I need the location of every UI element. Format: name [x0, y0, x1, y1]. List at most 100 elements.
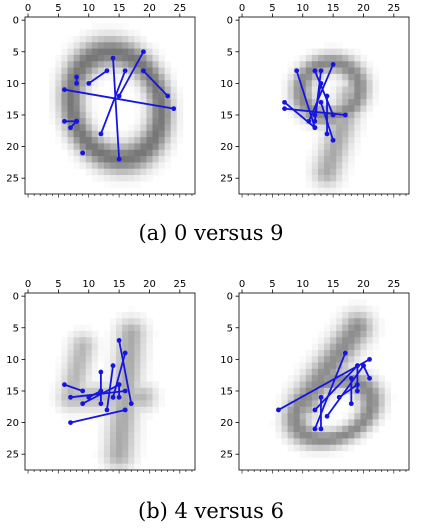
- image-pixel: [287, 444, 295, 452]
- segment-point: [110, 363, 116, 369]
- image-pixel: [311, 356, 319, 363]
- image-pixel: [336, 375, 343, 382]
- image-pixel: [146, 343, 153, 351]
- image-pixel: [146, 143, 153, 151]
- image-pixel: [110, 130, 117, 138]
- image-pixel: [128, 457, 135, 465]
- image-pixel: [360, 92, 367, 100]
- image-pixel: [354, 343, 361, 351]
- image-pixel: [73, 99, 81, 106]
- image-pixel: [128, 413, 135, 420]
- image-pixel: [73, 156, 81, 163]
- image-pixel: [317, 432, 325, 439]
- image-pixel: [336, 343, 343, 351]
- image-pixel: [330, 48, 337, 56]
- image-pixel: [55, 406, 62, 414]
- segment-line: [295, 70, 316, 128]
- image-pixel: [134, 42, 141, 50]
- image-pixel: [67, 337, 74, 344]
- image-pixel: [336, 438, 343, 446]
- image-pixel: [305, 381, 313, 389]
- image-pixel: [116, 457, 123, 465]
- image-pixel: [85, 413, 93, 420]
- image-pixel: [55, 54, 62, 62]
- image-pixel: [317, 444, 325, 452]
- image-pixel: [97, 425, 105, 433]
- image-pixel: [67, 137, 74, 144]
- image-pixel: [55, 105, 62, 113]
- image-pixel: [354, 337, 361, 344]
- image-pixel: [354, 406, 361, 414]
- image-pixel: [293, 375, 301, 382]
- image-pixel: [348, 413, 355, 420]
- image-pixel: [354, 394, 361, 401]
- image-pixel: [311, 149, 319, 157]
- image-pixel: [158, 105, 166, 113]
- image-pixel: [116, 162, 123, 170]
- image-pixel: [85, 42, 93, 50]
- image-pixel: [85, 168, 93, 176]
- image-pixel: [342, 356, 349, 363]
- image-pixel: [342, 130, 349, 138]
- segment-point: [68, 394, 73, 400]
- image-pixel: [311, 168, 319, 176]
- image-pixel: [122, 35, 129, 43]
- image-pixel: [110, 162, 117, 170]
- image-pixel: [110, 413, 117, 420]
- image-pixel: [122, 48, 129, 56]
- image-pixel: [324, 444, 331, 452]
- image-pixel: [336, 67, 343, 75]
- x-tick-label: 15: [327, 279, 340, 290]
- x-tick-label: 5: [55, 279, 61, 290]
- image-pixel: [134, 419, 141, 427]
- x-tick-label: 20: [143, 279, 156, 290]
- image-pixel: [342, 444, 349, 452]
- image-pixel: [336, 61, 343, 68]
- image-pixel: [317, 54, 325, 62]
- segment-line: [70, 390, 126, 399]
- image-pixel: [55, 356, 62, 363]
- image-pixel: [103, 168, 111, 176]
- image-pixel: [158, 168, 166, 176]
- image-pixel: [97, 451, 105, 458]
- image-pixel: [122, 330, 129, 338]
- image-pixel: [299, 124, 307, 132]
- image-pixel: [134, 394, 141, 401]
- y-tick-label: 20: [6, 418, 19, 429]
- image-pixel: [116, 343, 123, 351]
- image-pixel: [61, 394, 68, 401]
- image-pixel: [372, 318, 380, 326]
- image-pixel: [317, 438, 325, 446]
- image-pixel: [342, 175, 349, 182]
- image-pixel: [152, 149, 159, 157]
- image-pixel: [110, 343, 117, 351]
- image-pixel: [152, 162, 159, 170]
- image-pixel: [122, 419, 129, 427]
- y-tick-label: 5: [13, 47, 19, 58]
- image-pixel: [293, 406, 301, 414]
- image-pixel: [152, 124, 159, 132]
- image-pixel: [79, 324, 87, 332]
- image-pixel: [330, 444, 337, 452]
- image-pixel: [79, 162, 87, 170]
- image-pixel: [348, 67, 355, 75]
- image-pixel: [336, 73, 343, 81]
- image-pixel: [85, 54, 93, 62]
- image-pixel: [152, 92, 159, 100]
- image-pixel: [116, 432, 123, 439]
- segment-group: [282, 62, 348, 143]
- image-pixel: [354, 425, 361, 433]
- image-pixel: [73, 368, 81, 376]
- image-pixel: [140, 143, 147, 151]
- image-pixel: [73, 105, 81, 113]
- image-pixel: [378, 318, 386, 326]
- image-pixel: [311, 54, 319, 62]
- image-pixel: [330, 368, 337, 376]
- image-pixel: [299, 381, 307, 389]
- image-pixel: [67, 35, 74, 43]
- image-pixel: [293, 400, 301, 408]
- image-pixel: [67, 92, 74, 100]
- image-pixel: [140, 124, 147, 132]
- image-pixel: [348, 444, 355, 452]
- image-pixel: [360, 105, 367, 113]
